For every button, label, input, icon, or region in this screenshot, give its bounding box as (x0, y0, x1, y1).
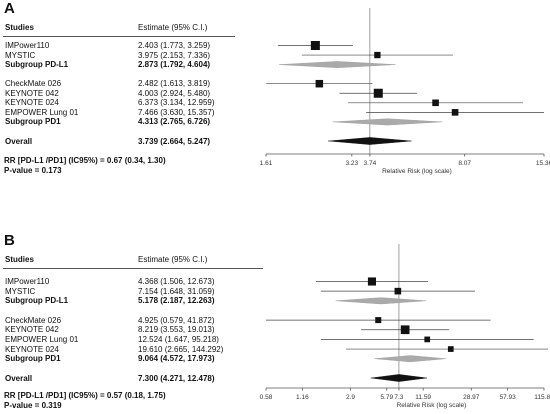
estimate-value: 2.403 (1.773, 3.259) (138, 41, 211, 50)
point-estimate-square (400, 325, 410, 335)
x-tick-label: 57.93 (499, 394, 516, 401)
study-label: KEYNOTE 042 (5, 325, 59, 335)
estimate-value: 19.610 (2.665, 144.292) (138, 344, 224, 354)
estimate-value: 8.219 (3.553, 19.013) (138, 325, 215, 335)
studies-column-header: Studies (5, 255, 34, 264)
estimate-value: 7.300 (4.271, 12.478) (138, 373, 215, 383)
panel-letter: A (4, 0, 15, 17)
study-label: Subgroup PD-L1 (5, 296, 69, 306)
header-rule (3, 36, 235, 37)
point-estimate-square (394, 287, 402, 295)
study-label: KEYNOTE 024 (5, 98, 59, 108)
point-estimate-square (310, 41, 320, 50)
subgroup-diamond (332, 118, 443, 126)
x-tick-label: 1.16 (296, 394, 309, 401)
x-axis-label: Relative Risk (log scale) (382, 168, 452, 175)
overall-diamond (328, 137, 412, 145)
study-label: Overall (5, 136, 33, 146)
study-label: IMPower110 (5, 41, 50, 50)
subgroup-diamond (374, 355, 447, 363)
study-label: MYSTIC (5, 50, 36, 60)
subgroup-diamond (279, 61, 396, 69)
study-label: KEYNOTE 042 (5, 88, 59, 98)
forest-plot-panel-b: B Studies Estimate (95% C.I.) IMPower110… (0, 232, 550, 414)
study-label: CheckMate 026 (5, 79, 62, 89)
study-label: EMPOWER Lung 01 (5, 107, 79, 117)
point-estimate-square (367, 277, 377, 286)
estimate-value: 4.313 (2.765, 6.726) (138, 117, 211, 127)
estimate-value: 4.925 (0.579, 41.872) (138, 315, 215, 325)
study-label: Subgroup PD-L1 (5, 60, 69, 70)
estimate-value: 2.873 (1.792, 4.604) (138, 60, 211, 70)
study-label: KEYNOTE 024 (5, 344, 59, 354)
study-label: IMPower110 (5, 277, 50, 286)
x-tick-label: 3.23 (345, 160, 358, 167)
study-label: EMPOWER Lung 01 (5, 334, 79, 344)
header-rule (3, 268, 263, 269)
forest-plot-area: 0.58 1.16 2.9 5.797.3 11.59 28.97 57.93 115.86 R… (260, 244, 550, 409)
estimate-value: 3.739 (2.664, 5.247) (138, 136, 211, 146)
x-tick-label: 5.79 (380, 394, 393, 401)
study-label: MYSTIC (5, 286, 36, 296)
estimate-value: 12.524 (1.647, 95.218) (138, 334, 219, 344)
rr-footer: RR [PD-L1 /PD1] (IC95%) = 0.57 (0.18, 1.… (4, 391, 166, 400)
x-tick-label: 0.58 (260, 394, 273, 401)
x-tick-label: 7.3 (394, 394, 403, 401)
forest-plot-area: 1.61 3.23 3.74 8.07 15.36 Relative Risk (log … (260, 8, 550, 175)
estimate-value: 4.368 (1.506, 12.673) (138, 277, 215, 286)
point-estimate-square (373, 88, 383, 98)
x-axis-label: Relative Risk (log scale) (397, 402, 467, 409)
study-label: Subgroup PD1 (5, 117, 61, 127)
estimate-value: 4.003 (2.924, 5.480) (138, 88, 211, 98)
estimate-column-header: Estimate (95% C.I.) (138, 255, 208, 264)
x-tick-label: 115.86 (534, 394, 550, 401)
p-value-footer: P-value = 0.173 (4, 166, 62, 175)
point-estimate-square (315, 79, 324, 88)
study-label: Subgroup PD1 (5, 354, 61, 364)
point-estimate-square (374, 51, 381, 59)
estimate-value: 5.178 (2.187, 12.263) (138, 296, 215, 306)
estimate-value: 3.975 (2.153, 7.336) (138, 50, 211, 60)
estimate-value: 6.373 (3.134, 12.959) (138, 98, 215, 108)
point-estimate-square (432, 99, 439, 107)
studies-column-header: Studies (5, 23, 34, 32)
panel-letter: B (4, 232, 15, 249)
subgroup-diamond (335, 297, 427, 305)
rr-footer: RR [PD-L1 /PD1] (IC95%) = 0.67 (0.34, 1.… (4, 156, 166, 165)
x-tick-label: 1.61 (260, 160, 273, 167)
study-label: CheckMate 026 (5, 315, 62, 325)
x-tick-label: 8.07 (458, 160, 471, 167)
x-tick-label: 15.36 (536, 160, 550, 167)
point-estimate-square (447, 346, 454, 352)
estimate-column-header: Estimate (95% C.I.) (138, 23, 208, 32)
point-estimate-square (424, 336, 431, 343)
x-tick-label: 3.74 (364, 160, 377, 167)
estimate-value: 9.064 (4.572, 17.973) (138, 354, 215, 364)
study-label: Overall (5, 373, 33, 383)
forest-plot-panel-a: A Studies Estimate (95% C.I.) IMPower110… (0, 0, 550, 200)
x-tick-label: 28.97 (463, 394, 480, 401)
estimate-value: 2.482 (1.613, 3.819) (138, 79, 211, 89)
point-estimate-square (451, 109, 459, 116)
overall-diamond (370, 374, 428, 382)
point-estimate-square (375, 317, 382, 324)
estimate-value: 7.154 (1.648, 31.059) (138, 286, 215, 296)
estimate-value: 7.466 (3.630, 15.357) (138, 107, 215, 117)
x-tick-label: 2.9 (346, 394, 355, 401)
p-value-footer: P-value = 0.319 (4, 401, 62, 410)
x-tick-label: 11.59 (415, 394, 431, 401)
